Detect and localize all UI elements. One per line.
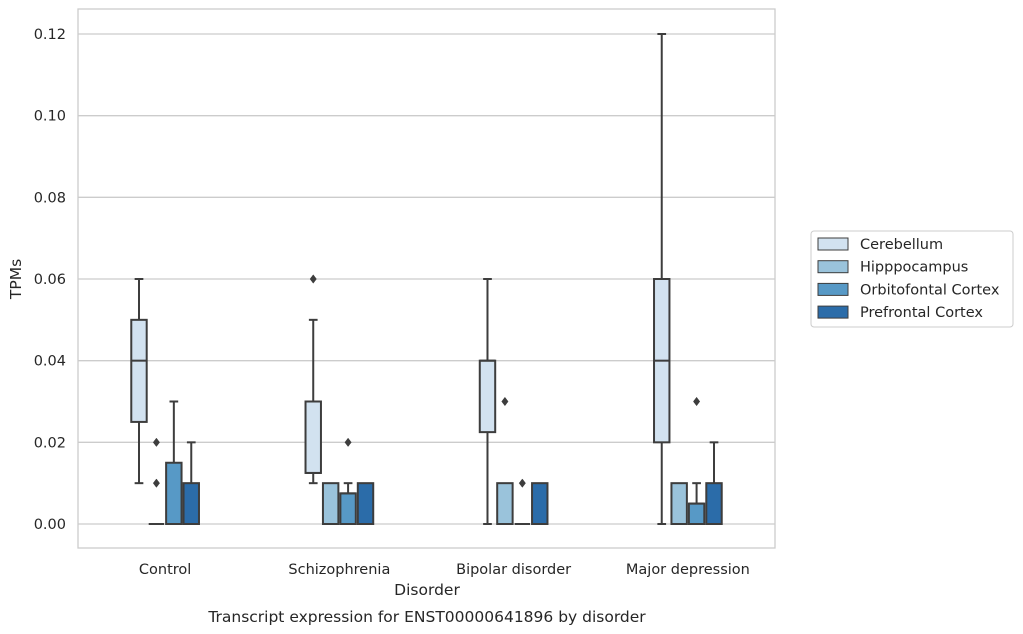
box-orbitofontal-cortex (165, 400, 183, 525)
y-axis-label: TPMs (7, 259, 25, 300)
outlier-point (152, 437, 160, 447)
boxes (130, 33, 723, 526)
box-body (670, 482, 688, 525)
box-cerebellum (304, 274, 322, 485)
y-tick-label: 0.04 (34, 354, 66, 370)
box-prefrontal-cortex (705, 441, 723, 525)
box-body (478, 359, 497, 434)
outlier-point (693, 396, 701, 407)
box-hipppocampus (321, 482, 340, 525)
legend-label: Hipppocampus (860, 260, 968, 276)
box-prefrontal-cortex (182, 441, 200, 525)
legend-entries: Cerebellum Hipppocampus Orbitofontal Corte… (817, 237, 1000, 321)
chart-title: Transcript expression for ENST0000064189… (207, 608, 646, 626)
legend-swatch (817, 237, 849, 251)
box-prefrontal-cortex (531, 482, 549, 525)
box-body (165, 461, 183, 525)
box-prefrontal-cortex (356, 482, 375, 525)
y-tick-label: 0.08 (34, 190, 66, 206)
box-hipppocampus (148, 437, 165, 525)
box-cerebellum (130, 278, 148, 485)
y-tick-label: 0.10 (34, 109, 66, 125)
legend-frame (810, 230, 1014, 328)
box-body (182, 482, 200, 525)
y-tick-labels: 0.00 0.02 0.04 0.06 0.08 0.10 0.12 (34, 27, 66, 533)
legend-label: Prefrontal Cortex (860, 305, 983, 321)
outlier-point (152, 478, 160, 488)
box-body (356, 482, 375, 525)
box-orbitofontal-cortex (514, 478, 531, 525)
x-tick-labels: Control Schizophrenia Bipolar disorder Majo… (139, 562, 750, 578)
box-body (321, 482, 340, 525)
outlier-point (501, 396, 509, 407)
outlier-point (344, 437, 352, 447)
box-body (496, 482, 514, 525)
legend-label: Orbitofontal Cortex (860, 282, 1000, 298)
y-tick-label: 0.12 (34, 27, 66, 43)
x-axis-label: Disorder (394, 581, 460, 599)
legend-label: Cerebellum (860, 237, 943, 253)
box-body (304, 400, 322, 474)
outlier-point (309, 274, 317, 284)
x-tick-label: Schizophrenia (288, 562, 390, 578)
x-tick-label: Control (139, 562, 191, 578)
outlier-point (518, 478, 526, 488)
box-body (531, 482, 549, 525)
box-hipppocampus (496, 396, 514, 525)
legend-swatch (817, 282, 849, 296)
x-tick-label: Bipolar disorder (456, 562, 571, 578)
x-tick-label: Major depression (626, 562, 750, 578)
plot-frame (77, 8, 776, 549)
legend-swatch (817, 305, 849, 319)
legend: Cerebellum Hipppocampus Orbitofontal Corte… (810, 230, 1014, 328)
y-tick-label: 0.06 (34, 272, 66, 288)
box-body (687, 502, 706, 526)
legend-swatch (817, 260, 849, 274)
box-hipppocampus (670, 482, 688, 525)
box-cerebellum (653, 33, 671, 525)
y-tick-label: 0.02 (34, 435, 66, 451)
box-cerebellum (478, 278, 497, 525)
box-body (705, 482, 723, 525)
box-orbitofontal-cortex (687, 396, 706, 526)
y-tick-label: 0.00 (34, 517, 66, 533)
box-orbitofontal-cortex (339, 437, 357, 525)
box-body (130, 318, 148, 423)
box-body (339, 492, 357, 525)
